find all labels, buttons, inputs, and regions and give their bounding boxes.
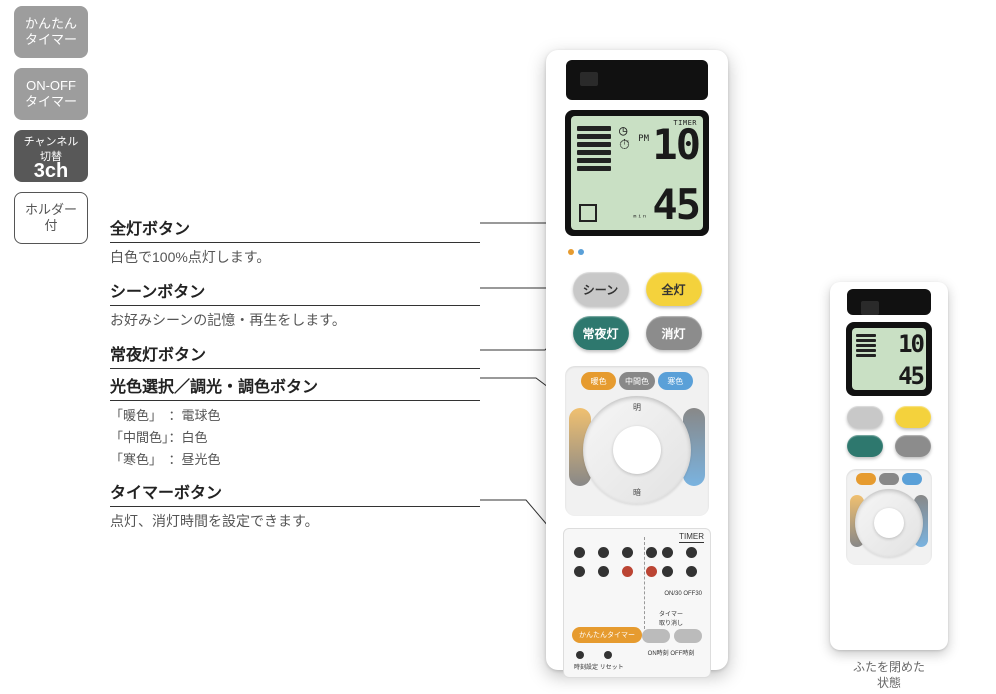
tab-warm[interactable]: 暖色	[581, 372, 616, 390]
desc-timer-body: 点灯、消灯時間を設定できます。	[110, 511, 480, 532]
lcd-clock-icons: ◷⏱	[619, 124, 630, 152]
lcd-square-icon	[579, 204, 597, 222]
desc-color-cool: 「寒色」 ：昼光色	[110, 449, 480, 471]
dot-button[interactable]	[662, 566, 673, 577]
dot-button[interactable]	[686, 566, 697, 577]
tab-mid[interactable]: 中間色	[619, 372, 654, 390]
scene-button-small[interactable]	[847, 406, 883, 428]
dot-button[interactable]	[604, 651, 612, 659]
scene-button[interactable]: シーン	[573, 272, 629, 306]
badge-easy-timer: かんたん タイマー	[14, 6, 88, 58]
off-button-small[interactable]	[895, 435, 931, 457]
desc-full: 全灯ボタン 白色で100%点灯します。	[110, 215, 480, 268]
desc-color: 光色選択／調光・調色ボタン 「暖色」 ：電球色 「中間色」：白色 「寒色」 ：昼…	[110, 373, 480, 471]
small-remote-caption: ふたを閉めた 状態	[830, 660, 948, 691]
lcd-time-lower: 45	[652, 184, 699, 226]
lcd-time-lower-small: 45	[898, 364, 923, 388]
desc-timer-title: タイマーボタン	[110, 479, 480, 507]
lcd-bars-small	[856, 334, 876, 357]
desc-color-title: 光色選択／調光・調色ボタン	[110, 373, 480, 401]
button-row-1-small	[841, 406, 937, 428]
badge-channel-value: 3ch	[24, 164, 79, 178]
desc-color-mid: 「中間色」：白色	[110, 427, 480, 449]
badge-holder: ホルダー 付	[14, 192, 88, 244]
full-light-button-small[interactable]	[895, 406, 931, 428]
dimmer-wheel-small[interactable]	[855, 489, 923, 557]
tab-mid-small[interactable]	[879, 473, 899, 485]
flap-preset-dots	[574, 547, 660, 577]
lcd-frame: TIMER ◷⏱ PM 10 45 ᵐⁱⁿ	[565, 110, 709, 236]
dot-button[interactable]	[622, 547, 633, 558]
dot-button[interactable]	[662, 547, 673, 558]
page: かんたん タイマー ON-OFF タイマー チャンネル 切替 3ch ホルダー …	[0, 0, 996, 694]
dot-button[interactable]	[646, 547, 657, 558]
lcd-time-upper: 10	[652, 124, 699, 166]
description-column: 全灯ボタン 白色で100%点灯します。 シーンボタン お好みシーンの記憶・再生を…	[110, 215, 480, 542]
badge-onoff-timer: ON-OFF タイマー	[14, 68, 88, 120]
flap-onoff-caption: ON時刻 OFF時刻	[640, 648, 702, 657]
ir-window	[566, 60, 708, 100]
lcd-min-label: ᵐⁱⁿ	[633, 213, 647, 222]
dot-button[interactable]	[598, 547, 609, 558]
remote-main: TIMER ◷⏱ PM 10 45 ᵐⁱⁿ シーン 全灯 常夜灯 消灯 暖色 中…	[546, 50, 728, 670]
flap-timer-heading: TIMER	[679, 532, 704, 543]
desc-scene-body: お好みシーンの記憶・再生をします。	[110, 310, 480, 331]
lcd-level-bars	[577, 126, 611, 171]
badge-channel: チャンネル 切替 3ch	[14, 130, 88, 182]
button-row-1: シーン 全灯	[564, 272, 710, 306]
remote-small: 10 45	[830, 282, 948, 650]
dimmer-wheel[interactable]: 明 暗	[583, 396, 691, 504]
lcd-frame-small: 10 45	[846, 322, 932, 396]
flap-panel: TIMER ON/30 OFF30 かんたんタイマー ON時刻 OFF時刻 タイ…	[563, 528, 711, 678]
on-time-button[interactable]	[642, 629, 670, 643]
flap-timer-dots	[662, 547, 700, 577]
lcd-screen-small: 10 45	[852, 328, 926, 390]
flap-cancel-caption: タイマー 取り消し	[640, 609, 702, 627]
tab-cool[interactable]: 寒色	[658, 372, 693, 390]
lcd-pm: PM	[638, 134, 649, 144]
full-light-button[interactable]: 全灯	[646, 272, 702, 306]
off-button[interactable]: 消灯	[646, 316, 702, 350]
wheel-hub-small[interactable]	[874, 508, 904, 538]
tab-warm-small[interactable]	[856, 473, 876, 485]
ir-window-small	[847, 289, 931, 315]
button-row-2: 常夜灯 消灯	[564, 316, 710, 350]
night-light-button[interactable]: 常夜灯	[573, 316, 629, 350]
desc-timer: タイマーボタン 点灯、消灯時間を設定できます。	[110, 479, 480, 532]
desc-color-warm: 「暖色」 ：電球色	[110, 405, 480, 427]
indicator-dots	[568, 242, 718, 260]
color-wheel-zone: 暖色 中間色 寒色 明 暗	[565, 366, 709, 516]
dot-button[interactable]	[646, 566, 657, 577]
button-row-2-small	[841, 435, 937, 457]
night-light-button-small[interactable]	[847, 435, 883, 457]
color-tabs: 暖色 中間色 寒色	[581, 372, 693, 390]
dot-button[interactable]	[574, 566, 585, 577]
flap-bottom-caption: 時刻設定 リセット	[574, 662, 624, 671]
off-time-button[interactable]	[674, 629, 702, 643]
desc-scene-title: シーンボタン	[110, 278, 480, 306]
dot-button[interactable]	[598, 566, 609, 577]
badge-column: かんたん タイマー ON-OFF タイマー チャンネル 切替 3ch ホルダー …	[14, 6, 92, 254]
color-tabs-small	[856, 473, 922, 485]
desc-scene: シーンボタン お好みシーンの記憶・再生をします。	[110, 278, 480, 331]
wheel-hub[interactable]	[613, 426, 661, 474]
color-wheel-zone-small	[846, 469, 932, 565]
dot-button[interactable]	[574, 547, 585, 558]
wheel-up-label: 明	[633, 402, 641, 413]
tab-cool-small[interactable]	[902, 473, 922, 485]
dot-button[interactable]	[686, 547, 697, 558]
dot-button[interactable]	[622, 566, 633, 577]
flap-onoff-labels: ON/30 OFF30	[664, 591, 702, 597]
desc-full-title: 全灯ボタン	[110, 215, 480, 243]
dot-button[interactable]	[576, 651, 584, 659]
badge-channel-label: チャンネル 切替	[24, 136, 79, 163]
lcd-screen: TIMER ◷⏱ PM 10 45 ᵐⁱⁿ	[571, 116, 703, 230]
desc-night-title: 常夜灯ボタン	[110, 341, 480, 369]
lcd-time-upper-small: 10	[898, 332, 923, 356]
desc-full-body: 白色で100%点灯します。	[110, 247, 480, 268]
kantan-timer-button[interactable]: かんたんタイマー	[572, 627, 642, 643]
wheel-down-label: 暗	[633, 487, 641, 498]
desc-night: 常夜灯ボタン	[110, 341, 480, 369]
